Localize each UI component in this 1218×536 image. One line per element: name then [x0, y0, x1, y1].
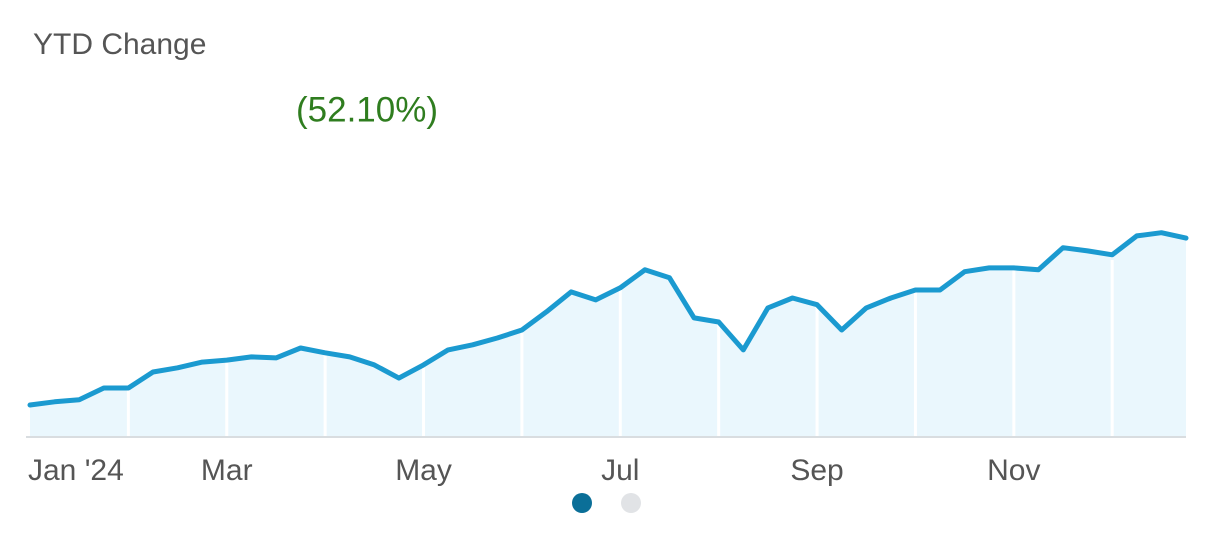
x-tick-label: Sep: [790, 454, 843, 487]
x-tick-label: Mar: [201, 454, 253, 487]
area: [30, 232, 1186, 437]
x-tick-label: Nov: [987, 454, 1040, 487]
page-dot[interactable]: [621, 493, 641, 513]
ytd-percent: (52.10%): [296, 90, 438, 129]
x-tick-label: Jul: [601, 454, 639, 487]
x-tick-label: Jan '24: [28, 454, 124, 487]
chart-title: YTD Change: [33, 28, 206, 61]
x-tick-label: May: [395, 454, 452, 487]
line: [27, 230, 1189, 408]
page-dot-active[interactable]: [572, 493, 592, 513]
